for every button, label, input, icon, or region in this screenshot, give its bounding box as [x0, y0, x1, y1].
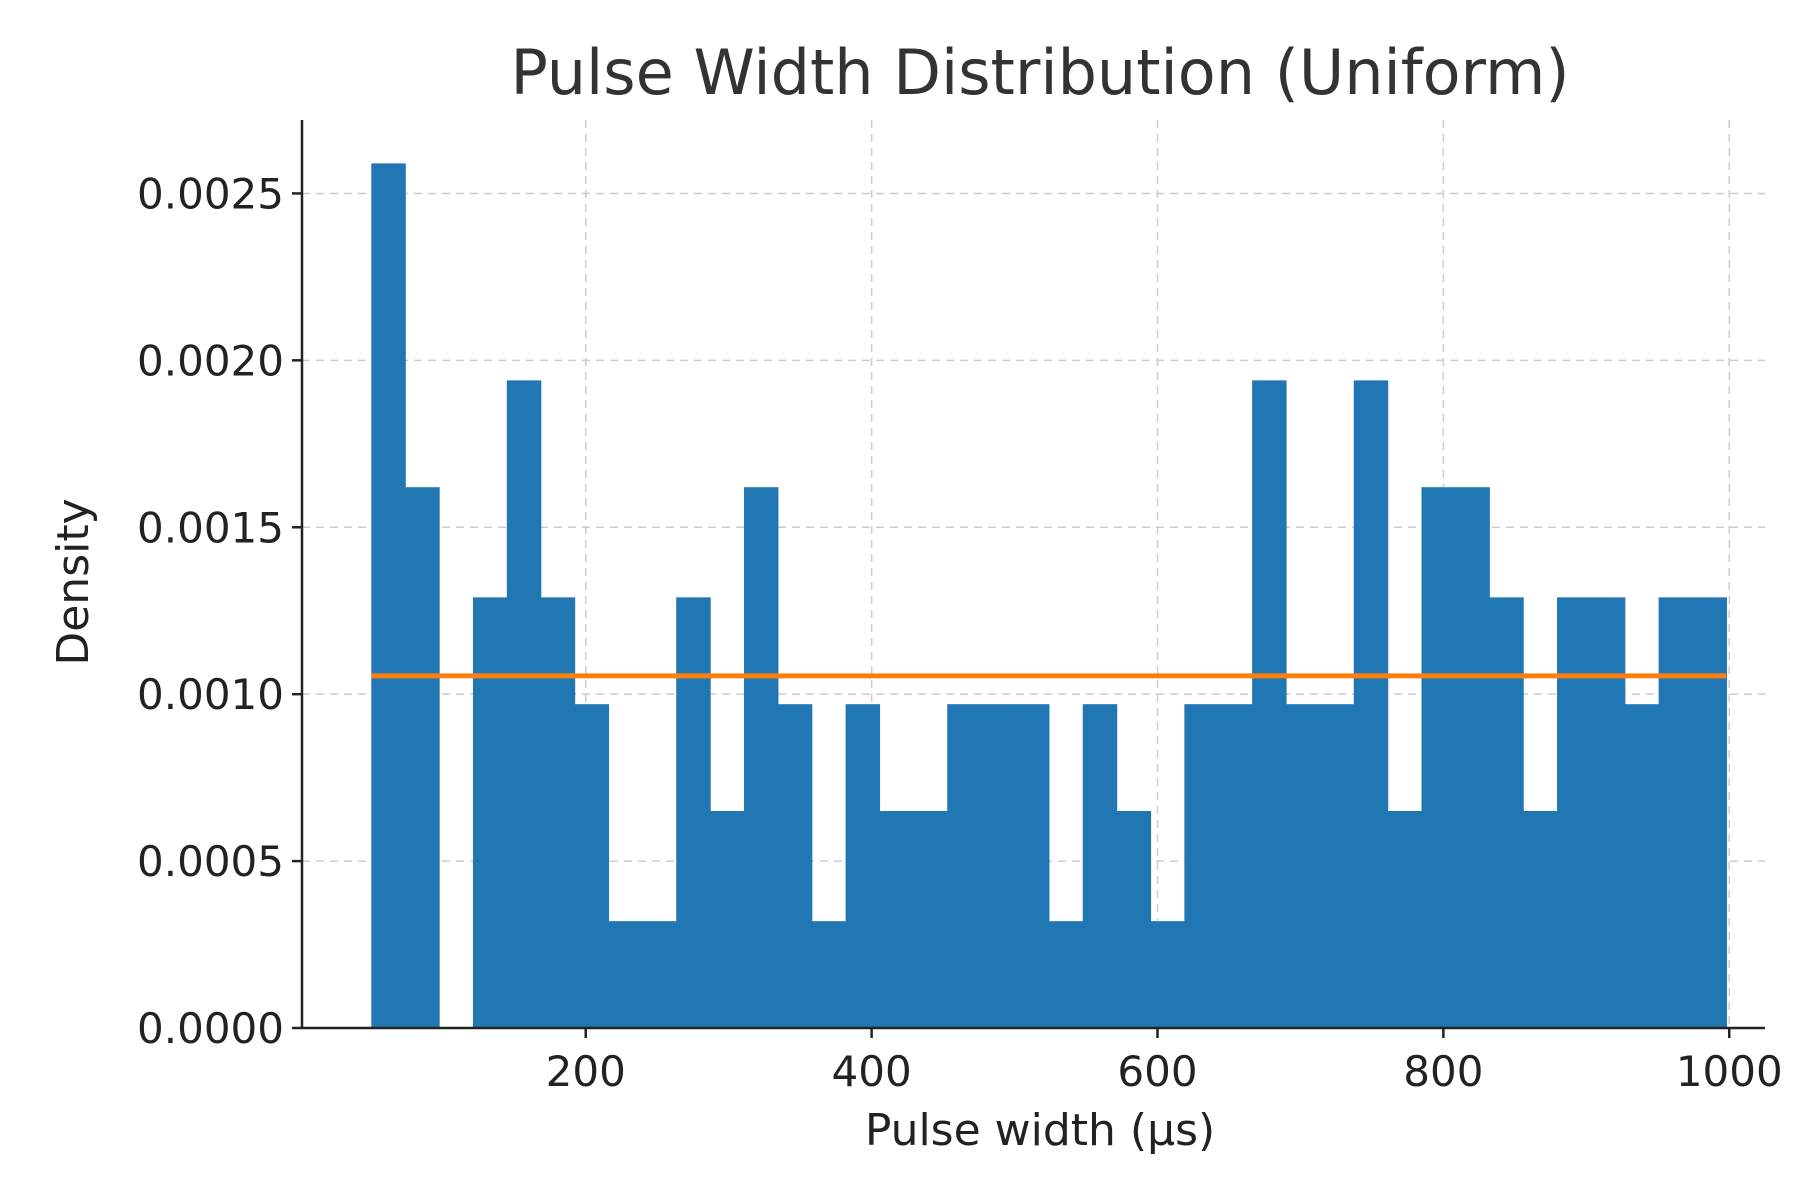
- histogram-bar: [1557, 597, 1592, 1028]
- y-tick-label: 0.0025: [137, 169, 284, 218]
- histogram-bar: [1523, 811, 1558, 1028]
- histogram-bar: [811, 921, 847, 1028]
- histogram-bar: [1489, 597, 1524, 1028]
- histogram-bar: [1218, 704, 1253, 1028]
- x-tick-label: 600: [1117, 1047, 1197, 1096]
- histogram-bar: [1184, 704, 1219, 1028]
- histogram-bar: [1387, 811, 1423, 1028]
- histogram-bar: [1319, 704, 1355, 1028]
- histogram-bar: [1286, 704, 1321, 1028]
- histogram-bars: [371, 163, 1728, 1029]
- histogram-bar: [472, 597, 508, 1028]
- x-tick-label: 400: [832, 1047, 912, 1096]
- histogram-bar: [574, 704, 610, 1028]
- chart-title: Pulse Width Distribution (Uniform): [510, 36, 1569, 109]
- histogram-bar: [777, 704, 813, 1028]
- x-axis-label: Pulse width (µs): [865, 1105, 1215, 1156]
- y-tick-label: 0.0015: [137, 503, 284, 552]
- y-tick-label: 0.0005: [137, 837, 284, 886]
- histogram-bar: [1116, 811, 1152, 1028]
- histogram-bar: [1455, 487, 1490, 1028]
- histogram-bar: [1150, 921, 1185, 1028]
- histogram-bar: [1252, 380, 1287, 1029]
- histogram-bar: [1692, 597, 1728, 1028]
- histogram-bar: [1421, 487, 1456, 1028]
- x-tick-label: 1000: [1676, 1047, 1783, 1096]
- y-tick-label: 0.0020: [137, 336, 284, 385]
- histogram-bar: [981, 704, 1016, 1028]
- histogram-bar: [710, 811, 745, 1028]
- histogram-bar: [1082, 704, 1118, 1028]
- tick-labels: 200 400 600 800 1000 0.0000 0.0005 0.0010 0.0015…: [137, 169, 1783, 1096]
- histogram-bar: [1048, 921, 1084, 1028]
- histogram-bar: [608, 921, 643, 1028]
- histogram-bar: [642, 921, 677, 1028]
- histogram-bar: [913, 811, 948, 1028]
- y-tick-label: 0.0010: [137, 670, 284, 719]
- x-tick-label: 200: [546, 1047, 626, 1096]
- histogram-bar: [371, 163, 406, 1028]
- histogram-bar: [1590, 597, 1626, 1028]
- histogram-bar: [540, 597, 576, 1028]
- y-tick-label: 0.0000: [137, 1004, 284, 1053]
- histogram-bar: [405, 487, 440, 1028]
- histogram-bar: [1658, 597, 1694, 1028]
- histogram-bar: [1353, 380, 1389, 1029]
- histogram-bar: [947, 704, 982, 1028]
- histogram-bar: [743, 487, 779, 1028]
- histogram-bar: [879, 811, 914, 1028]
- histogram-bar: [1014, 704, 1050, 1028]
- x-tick-label: 800: [1403, 1047, 1483, 1096]
- histogram-bar: [1624, 704, 1660, 1028]
- histogram-bar: [845, 704, 881, 1028]
- axes: [292, 120, 1765, 1038]
- y-axis-label: Density: [48, 498, 99, 665]
- histogram-bar: [676, 597, 711, 1028]
- histogram-bar: [506, 380, 542, 1029]
